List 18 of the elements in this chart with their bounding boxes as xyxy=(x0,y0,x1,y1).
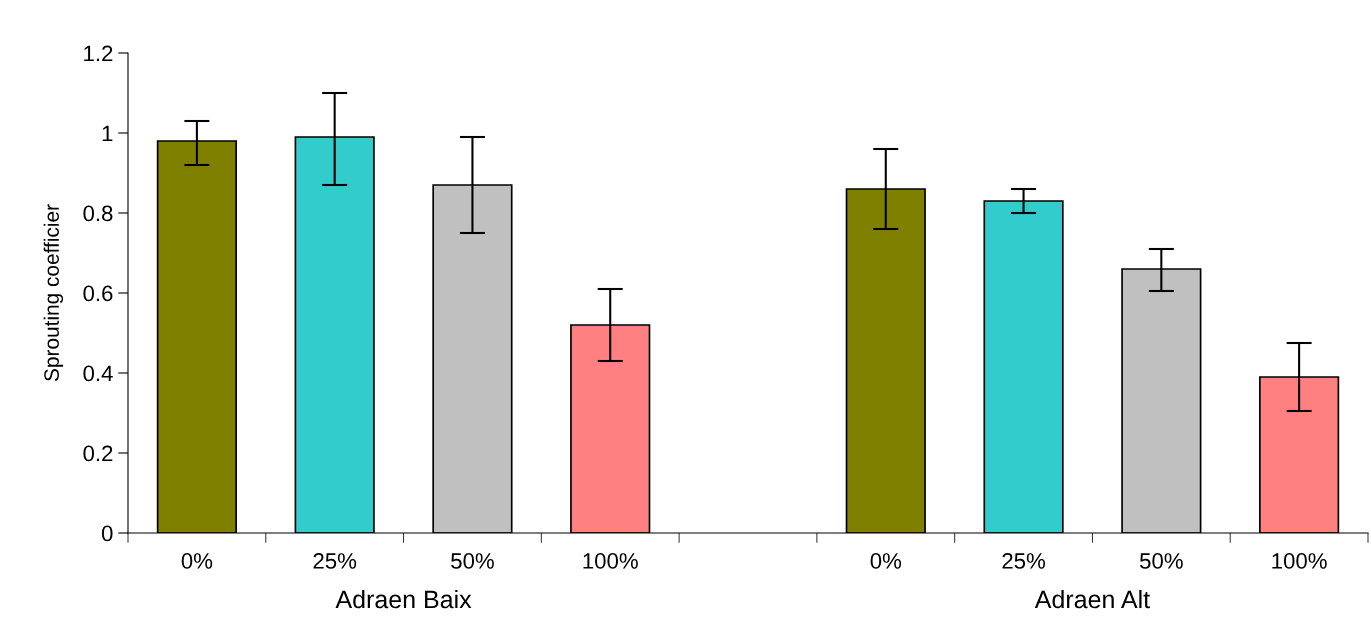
y-tick-label: 1.2 xyxy=(84,45,113,62)
y-tick-label: 0 xyxy=(101,525,113,542)
text: Adraen Alt xyxy=(1034,589,1150,609)
x-tick-label: 0% xyxy=(181,553,213,569)
x-tick-label: 25% xyxy=(313,553,357,569)
x-tick-label: 100% xyxy=(583,553,638,569)
x-tick-label: 100% xyxy=(1272,553,1327,569)
x-tick-label: 50% xyxy=(1139,553,1183,569)
text: Adraen Baix xyxy=(335,589,472,609)
y-tick-label: 0.8 xyxy=(83,205,113,222)
x-tick-label: 50% xyxy=(451,553,494,569)
y-tick-label: 1 xyxy=(102,125,113,142)
y-axis-title: Sprouting coefficier xyxy=(43,204,64,382)
y-tick-label: 0.4 xyxy=(83,365,113,382)
x-tick-label: 25% xyxy=(1002,553,1045,569)
y-tick-label: 0.2 xyxy=(83,445,113,462)
x-tick-label: 0% xyxy=(870,553,902,569)
y-tick-label: 0.6 xyxy=(83,285,113,302)
